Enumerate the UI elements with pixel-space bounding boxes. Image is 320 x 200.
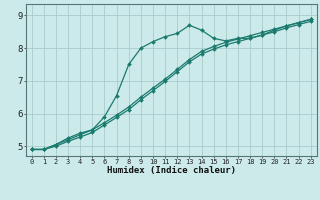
X-axis label: Humidex (Indice chaleur): Humidex (Indice chaleur) bbox=[107, 166, 236, 175]
